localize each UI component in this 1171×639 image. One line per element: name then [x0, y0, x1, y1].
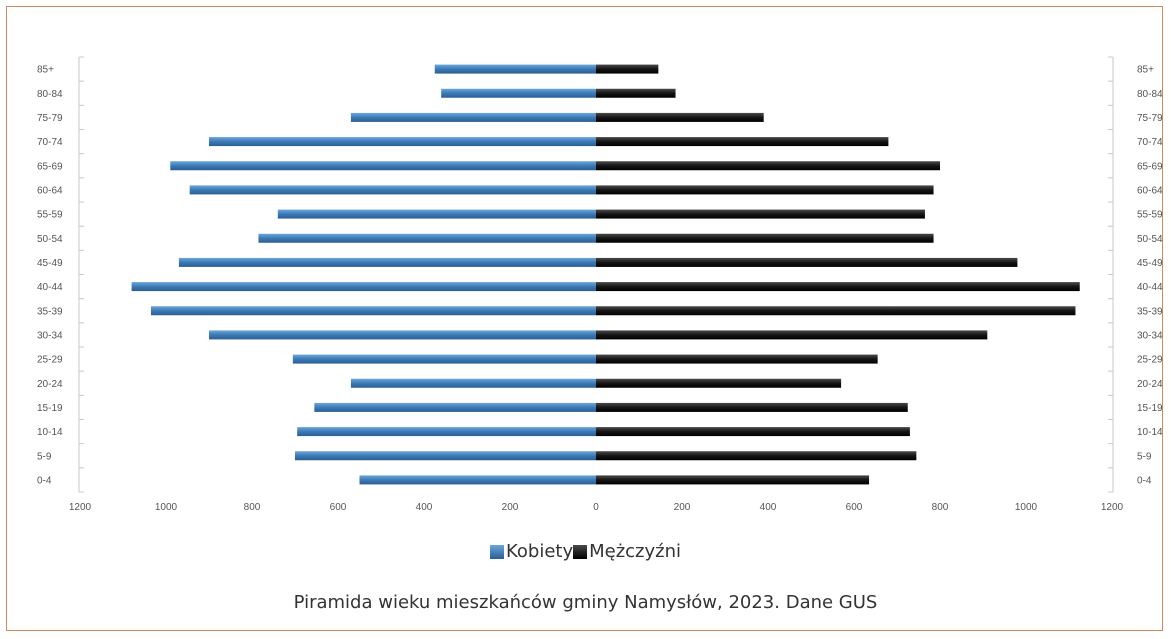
legend-swatch-female — [489, 544, 504, 559]
bar-male-55-59 — [596, 209, 925, 219]
bar-male-45-49 — [596, 257, 1018, 267]
bar-female-75-79 — [350, 112, 596, 122]
bar-male-70-74 — [596, 137, 889, 147]
x-tick-label: 1000 — [1015, 502, 1038, 513]
bar-male-85+ — [596, 64, 659, 74]
bar-female-25-29 — [292, 354, 596, 364]
x-tick-label: 600 — [846, 502, 863, 513]
legend-item-female: Kobiety — [489, 541, 574, 562]
bar-male-35-39 — [596, 306, 1076, 316]
age-label-right-40-44: 40-44 — [1137, 282, 1163, 293]
bar-female-45-49 — [178, 257, 596, 267]
x-tick-label: 1200 — [1101, 502, 1124, 513]
bar-male-80-84 — [596, 88, 676, 98]
x-tick-label: 800 — [932, 502, 949, 513]
bar-male-5-9 — [596, 451, 917, 461]
bar-female-0-4 — [359, 475, 596, 485]
chart-title: Piramida wieku mieszkańców gminy Namysłó… — [293, 592, 878, 613]
age-label-right-30-34: 30-34 — [1137, 330, 1163, 341]
bar-male-30-34 — [596, 330, 988, 340]
bar-male-15-19 — [596, 402, 908, 412]
bar-female-80-84 — [441, 88, 596, 98]
bar-female-50-54 — [258, 233, 596, 243]
bar-female-20-24 — [350, 378, 596, 388]
population-pyramid-chart: 85+ 85+ 80-84 80-84 75-79 75-79 70-74 70-74 65-6… — [37, 56, 1163, 513]
legend-label-male: Mężczyźni — [589, 541, 682, 562]
x-tick-label: 1000 — [155, 502, 178, 513]
chart-legend: Kobiety Mężczyźni — [7, 541, 1164, 562]
bar-female-15-19 — [314, 402, 596, 412]
age-label-left-30-34: 30-34 — [37, 330, 63, 341]
age-label-left-85+: 85+ — [37, 65, 54, 76]
bar-female-55-59 — [277, 209, 596, 219]
age-label-left-5-9: 5-9 — [37, 451, 52, 462]
age-label-left-60-64: 60-64 — [37, 185, 63, 196]
age-label-right-20-24: 20-24 — [1137, 379, 1163, 390]
bar-male-65-69 — [596, 161, 940, 171]
bar-male-10-14 — [596, 427, 910, 437]
age-label-right-0-4: 0-4 — [1137, 475, 1152, 486]
age-label-right-5-9: 5-9 — [1137, 451, 1152, 462]
x-tick-label: 200 — [502, 502, 519, 513]
x-tick-label: 200 — [674, 502, 691, 513]
age-label-right-60-64: 60-64 — [1137, 185, 1163, 196]
age-label-left-55-59: 55-59 — [37, 210, 63, 221]
x-tick-label: 0 — [593, 502, 599, 513]
bar-female-85+ — [434, 64, 596, 74]
age-label-left-35-39: 35-39 — [37, 306, 63, 317]
age-label-right-35-39: 35-39 — [1137, 306, 1163, 317]
chart-frame: 85+ 85+ 80-84 80-84 75-79 75-79 70-74 70-74 65-6… — [6, 6, 1163, 631]
bar-male-50-54 — [596, 233, 934, 243]
legend-label-female: Kobiety — [505, 541, 574, 562]
age-label-left-40-44: 40-44 — [37, 282, 63, 293]
bar-female-70-74 — [209, 137, 596, 147]
x-tick-label: 400 — [760, 502, 777, 513]
x-tick-label: 800 — [244, 502, 261, 513]
age-label-left-15-19: 15-19 — [37, 403, 63, 414]
age-label-right-15-19: 15-19 — [1137, 403, 1163, 414]
age-label-right-25-29: 25-29 — [1137, 355, 1163, 366]
bar-female-40-44 — [131, 282, 596, 292]
age-label-left-80-84: 80-84 — [37, 89, 63, 100]
age-label-left-20-24: 20-24 — [37, 379, 63, 390]
age-label-right-80-84: 80-84 — [1137, 89, 1163, 100]
bar-male-40-44 — [596, 282, 1080, 292]
age-label-right-50-54: 50-54 — [1137, 234, 1163, 245]
age-label-left-70-74: 70-74 — [37, 137, 63, 148]
age-label-right-75-79: 75-79 — [1137, 113, 1163, 124]
age-label-left-25-29: 25-29 — [37, 355, 63, 366]
age-label-left-0-4: 0-4 — [37, 475, 52, 486]
bar-female-30-34 — [209, 330, 596, 340]
bar-male-75-79 — [596, 112, 764, 122]
bar-male-0-4 — [596, 475, 870, 485]
legend-swatch-male — [573, 544, 588, 559]
bar-female-35-39 — [150, 306, 596, 316]
bar-male-60-64 — [596, 185, 934, 195]
bar-female-60-64 — [189, 185, 596, 195]
age-label-left-65-69: 65-69 — [37, 161, 63, 172]
age-label-right-45-49: 45-49 — [1137, 258, 1163, 269]
x-tick-label: 600 — [330, 502, 347, 513]
x-tick-label: 400 — [416, 502, 433, 513]
age-label-left-10-14: 10-14 — [37, 427, 63, 438]
age-label-left-75-79: 75-79 — [37, 113, 63, 124]
age-label-right-55-59: 55-59 — [1137, 210, 1163, 221]
bar-male-20-24 — [596, 378, 842, 388]
age-label-left-50-54: 50-54 — [37, 234, 63, 245]
bar-female-65-69 — [170, 161, 597, 171]
x-tick-label: 1200 — [69, 502, 92, 513]
age-label-left-45-49: 45-49 — [37, 258, 63, 269]
age-label-right-65-69: 65-69 — [1137, 161, 1163, 172]
bar-female-10-14 — [297, 427, 596, 437]
bar-male-25-29 — [596, 354, 878, 364]
bar-female-5-9 — [295, 451, 596, 461]
legend-item-male: Mężczyźni — [573, 541, 681, 562]
age-label-right-70-74: 70-74 — [1137, 137, 1163, 148]
age-label-right-10-14: 10-14 — [1137, 427, 1163, 438]
age-label-right-85+: 85+ — [1137, 65, 1154, 76]
